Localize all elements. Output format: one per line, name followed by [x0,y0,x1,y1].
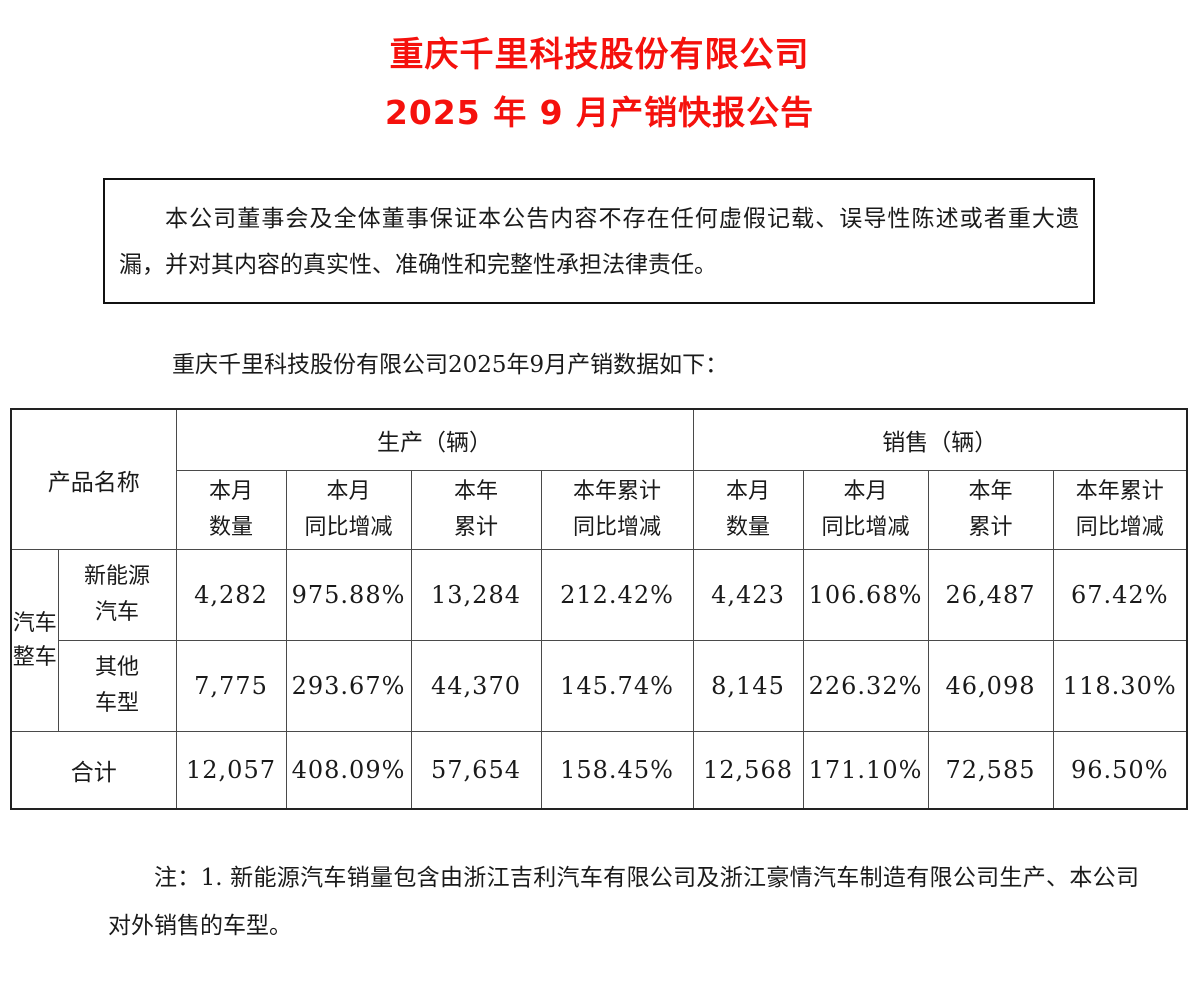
cell-total-prod-month-qty: 12,057 [175,731,287,810]
cell-nev-prod-month-qty: 4,282 [175,549,287,641]
cell-other-sale-month-yoy: 226.32% [802,640,929,732]
header-sales-month-yoy-line2: 同比增减 [821,515,910,540]
table-row: 其他 车型 7,775 293.67% 44,370 145.74% 8,145… [11,640,1188,732]
cell-total-sale-ytd: 72,585 [927,731,1054,810]
cell-total-sale-month-qty: 12,568 [692,731,804,810]
table-header-row-groups: 产品名称 生产（辆） 销售（辆） [10,408,1188,550]
header-production-ytd-yoy-line1: 本年累计 [572,479,661,504]
cell-nev-prod-ytd: 13,284 [410,549,542,641]
header-production-month-yoy-line2: 同比增减 [304,515,393,540]
category-vehicle-whole: 汽车 整车 [10,549,59,732]
table-row: 汽车 整车 新能源 汽车 4,282 975.88% 13,284 212.42… [10,549,1188,732]
header-sales-month-qty-line2: 数量 [725,515,770,540]
cell-nev-sale-ytd-yoy: 67.42% [1052,549,1188,641]
page-title-line-2: 2025 年 9 月产销快报公告 [384,93,815,132]
cell-other-prod-month-qty: 7,775 [175,640,287,732]
cell-total-sale-month-yoy: 171.10% [802,731,929,810]
disclaimer-box: 本公司董事会及全体董事保证本公告内容不存在任何虚假记载、误导性陈述或者重大遗漏，… [103,178,1095,304]
production-sales-table-wrapper: 产品名称 生产（辆） 销售（辆） 本月 数量 本月 同比增减 本年 累计 [10,408,1188,810]
header-sales-ytd-yoy: 本年累计 同比增减 [1052,470,1188,550]
document-title-block: 重庆千里科技股份有限公司 2025 年 9 月产销快报公告 [0,0,1199,142]
header-sales-ytd-line2: 累计 [968,515,1013,540]
header-sales-month-qty-line1: 本月 [725,479,770,504]
header-group-sales: 销售（辆） [692,408,1188,471]
cell-other-sale-ytd: 46,098 [927,640,1054,732]
header-production-ytd-yoy: 本年累计 同比增减 [540,470,694,550]
header-production-ytd: 本年 累计 [410,470,542,550]
cell-other-prod-ytd-yoy: 145.74% [540,640,694,732]
cell-total-prod-month-yoy: 408.09% [285,731,412,810]
cell-other-prod-ytd: 44,370 [410,640,542,732]
header-sales-ytd-yoy-line1: 本年累计 [1075,479,1164,504]
intro-paragraph: 重庆千里科技股份有限公司2025年9月产销数据如下： [172,352,729,378]
subcategory-new-energy-vehicle-line2: 汽车 [94,600,139,625]
total-label: 合计 [10,731,177,810]
cell-total-prod-ytd-yoy: 158.45% [540,731,694,810]
header-production-ytd-line2: 累计 [453,515,498,540]
header-sales-month-qty: 本月 数量 [692,470,804,550]
header-production-ytd-line1: 本年 [453,479,498,504]
category-vehicle-whole-line1: 汽车 [12,610,57,636]
header-product-name: 产品名称 [10,408,177,550]
table-total-row: 合计 12,057 408.09% 57,654 158.45% 12,568 … [10,731,1188,810]
disclaimer-text: 本公司董事会及全体董事保证本公告内容不存在任何虚假记载、误导性陈述或者重大遗漏，… [119,206,1079,278]
header-sales-ytd-line1: 本年 [968,479,1013,504]
table-header-row-subs: 本月 数量 本月 同比增减 本年 累计 本年累计 同比增减 本月 数量 [11,470,1188,550]
header-group-production: 生产（辆） [175,408,694,471]
subcategory-other-models: 其他 车型 [57,640,177,732]
cell-other-sale-ytd-yoy: 118.30% [1052,640,1188,732]
category-vehicle-whole-line2: 整车 [12,644,57,670]
header-production-month-yoy: 本月 同比增减 [285,470,412,550]
page-title-line-1: 重庆千里科技股份有限公司 [389,35,810,75]
header-sales-ytd: 本年 累计 [927,470,1054,550]
cell-total-prod-ytd: 57,654 [410,731,542,810]
cell-other-sale-month-qty: 8,145 [692,640,804,732]
header-production-month-yoy-line1: 本月 [326,479,371,504]
cell-nev-sale-month-qty: 4,423 [692,549,804,641]
cell-nev-sale-ytd: 26,487 [927,549,1054,641]
footnote-text: 注：1. 新能源汽车销量包含由浙江吉利汽车有限公司及浙江豪情汽车制造有限公司生产… [108,865,1139,939]
subcategory-new-energy-vehicle-line1: 新能源 [83,564,150,589]
header-sales-ytd-yoy-line2: 同比增减 [1075,515,1164,540]
cell-total-sale-ytd-yoy: 96.50% [1052,731,1188,810]
cell-nev-prod-month-yoy: 975.88% [285,549,412,641]
header-production-ytd-yoy-line2: 同比增减 [572,515,661,540]
subcategory-new-energy-vehicle: 新能源 汽车 [57,549,177,641]
header-sales-month-yoy-line1: 本月 [843,479,888,504]
cell-nev-sale-month-yoy: 106.68% [802,549,929,641]
cell-other-prod-month-yoy: 293.67% [285,640,412,732]
production-sales-table: 产品名称 生产（辆） 销售（辆） 本月 数量 本月 同比增减 本年 累计 [10,408,1188,810]
header-production-month-qty-line1: 本月 [208,479,253,504]
header-production-month-qty-line2: 数量 [208,515,253,540]
subcategory-other-models-line2: 车型 [94,691,139,716]
header-production-month-qty: 本月 数量 [175,470,287,550]
cell-nev-prod-ytd-yoy: 212.42% [540,549,694,641]
subcategory-other-models-line1: 其他 [94,655,139,680]
header-sales-month-yoy: 本月 同比增减 [802,470,929,550]
